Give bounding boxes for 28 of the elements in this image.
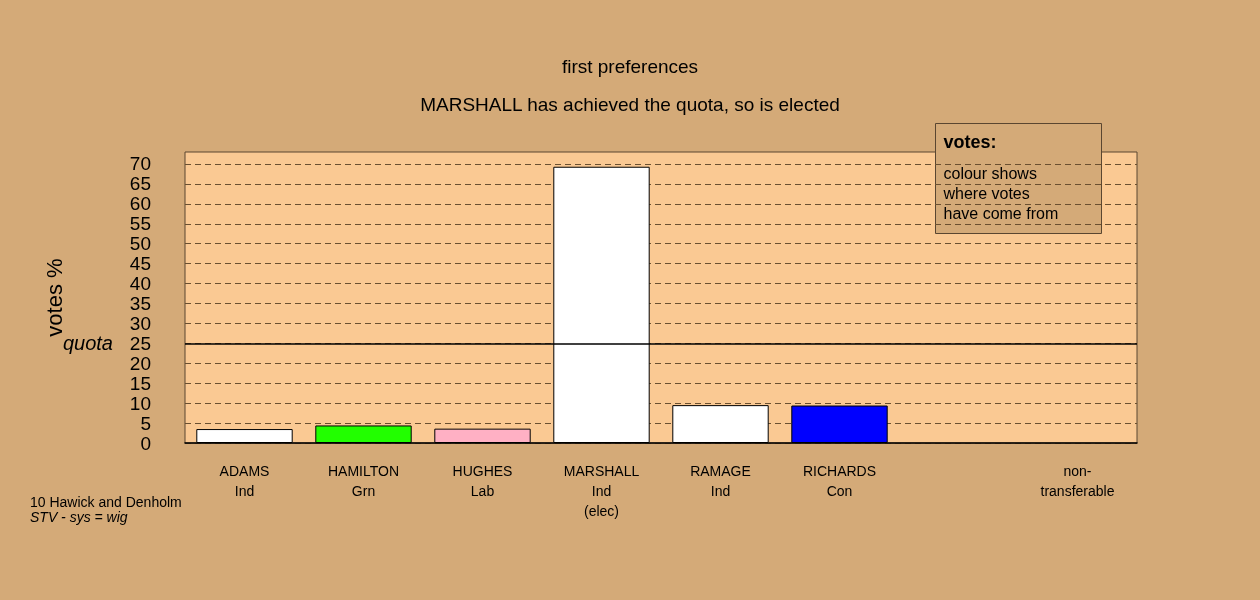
text: STV - sys = wig [30,509,128,525]
y-tick-label: 55 [129,213,151,235]
y-tick-label: 30 [129,312,151,334]
x-tick-label: RAMAGE Ind [690,463,751,499]
x-tick-label: HAMILTON Grn [327,463,400,499]
x-tick-label: RICHARDS Con [802,463,877,499]
y-tick-label: 45 [129,253,151,275]
x-tick-label: ADAMS Ind [219,463,270,499]
x-tick-label: MARSHALL Ind (elec) [563,463,640,519]
annotation: colour shows where votes have come from [942,165,1059,222]
x-tick-label: non- transferable [1040,463,1115,499]
y-tick-label: 10 [129,392,151,414]
y-tick-label: 20 [129,352,151,374]
text: votes: [943,131,997,152]
y-tick-label: 5 [140,412,151,434]
y-tick-label: 50 [129,233,151,255]
y-tick-label: 60 [129,193,151,215]
y-tick-label: 15 [129,372,151,394]
y-tick-label: 70 [129,153,151,175]
chart-title: first preferences [561,56,699,77]
y-tick-label: 35 [129,292,151,314]
y-tick-label: 40 [129,273,151,295]
y-tick-label: 25 [129,332,151,354]
y-tick-label: 0 [140,432,151,454]
y-tick-label: 65 [129,173,151,195]
chart-subtitle: MARSHALL has achieved the quota, so is elected [420,94,840,115]
text: 10 Hawick and Denholm [30,494,182,510]
x-tick-label: HUGHES Lab [452,463,513,499]
